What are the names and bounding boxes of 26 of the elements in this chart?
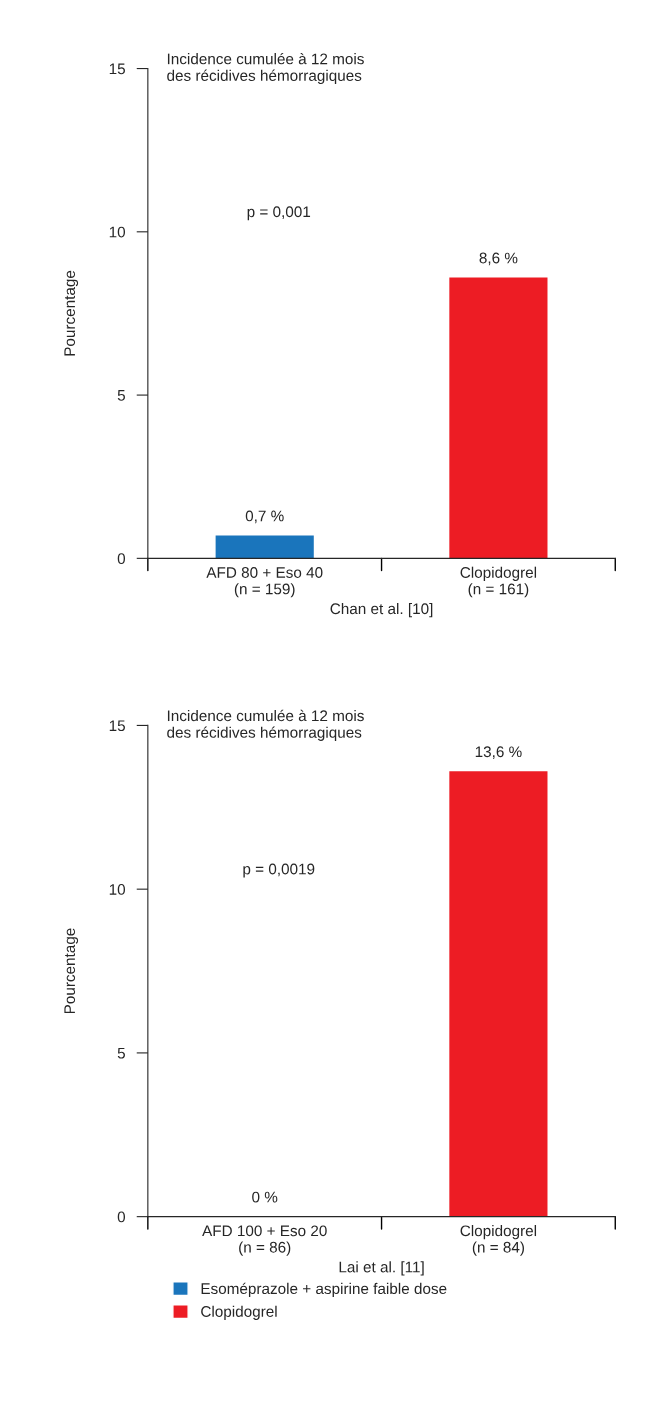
y-axis-title: Pourcentage [64, 270, 79, 356]
data-label: 8,6 % [479, 252, 518, 266]
y-tick-label: 15 [109, 63, 125, 75]
y-tick-label: 5 [117, 390, 125, 401]
chart-title: Incidence cumulée à 12 mois des récidives hémorragiques [167, 52, 364, 84]
annotation: p = 0,001 [247, 206, 311, 221]
x-tick-label: AFD 100 + Eso 20 (n = 86) [202, 1225, 327, 1256]
y-tick-label: 0 [117, 553, 126, 565]
data-label: 0 % [252, 1191, 278, 1203]
y-tick-label: 0 [117, 1211, 126, 1223]
x-tick-label: Clopidogrel (n = 84) [460, 1224, 537, 1256]
x-axis-title: Lai et al. [11] [339, 1261, 424, 1276]
y-tick-label: 10 [109, 884, 126, 895]
x-tick-label: Clopidogrel (n = 161) [460, 566, 537, 598]
data-label: 13,6 % [475, 746, 522, 759]
legend-label: Esoméprazole + aspirine faible dose [201, 1282, 447, 1298]
annotation: p = 0,0019 [243, 863, 315, 878]
x-axis-title: Chan et al. [10] [330, 602, 433, 618]
y-tick-label: 5 [117, 1047, 125, 1059]
y-axis-title: Pourcentage [64, 928, 79, 1014]
x-tick-label: AFD 80 + Eso 40 (n = 159) [206, 567, 323, 598]
y-tick-label: 15 [109, 720, 125, 732]
data-label: 0,7 % [245, 510, 284, 524]
y-tick-label: 10 [109, 226, 126, 238]
chart-title: Incidence cumulée à 12 mois des récidives hémorragiques [167, 709, 364, 741]
legend-label: Clopidogrel [201, 1305, 277, 1320]
